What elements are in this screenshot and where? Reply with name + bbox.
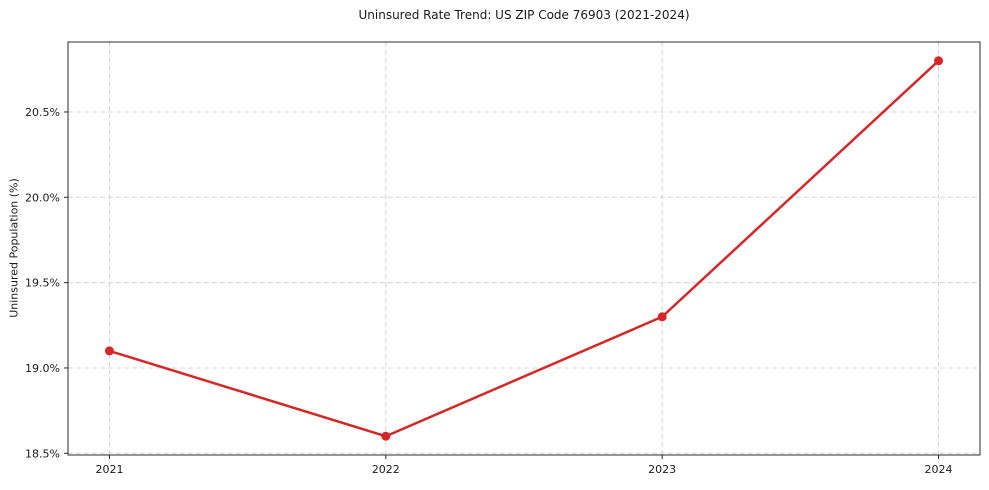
x-tick-label: 2022: [372, 463, 400, 476]
y-tick-label: 20.0%: [25, 191, 60, 204]
trend-line: [108, 59, 940, 438]
plot-border: [67, 41, 981, 456]
x-tick-label: 2023: [648, 463, 676, 476]
data-point: [934, 56, 944, 66]
data-point: [381, 431, 391, 441]
x-tick-label: 2021: [95, 463, 123, 476]
chart-title: Uninsured Rate Trend: US ZIP Code 76903 …: [358, 8, 690, 22]
y-tick-label: 18.5%: [25, 447, 60, 460]
y-tick-label: 20.5%: [25, 106, 60, 119]
data-point: [104, 346, 114, 356]
data-point: [657, 312, 667, 322]
y-tick-label: 19.5%: [25, 277, 60, 290]
y-tick-label: 19.0%: [25, 362, 60, 375]
x-tick-label: 2024: [925, 463, 953, 476]
